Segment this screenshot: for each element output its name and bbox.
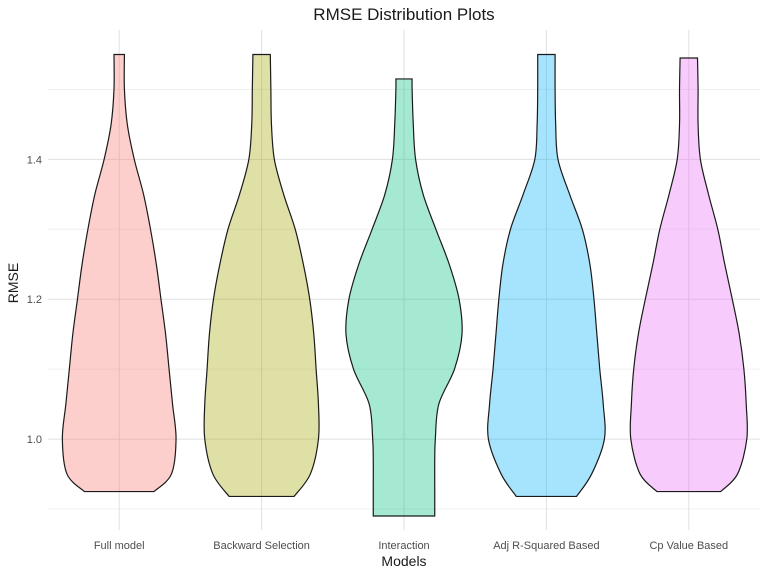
x-tick-label: Full model: [94, 540, 145, 552]
y-tick-label: 1.0: [27, 434, 42, 446]
x-tick-label: Adj R-Squared Based: [493, 540, 599, 552]
y-tick-label: 1.4: [27, 154, 42, 166]
y-axis-label: RMSE: [5, 263, 21, 303]
x-axis-label: Models: [381, 553, 426, 569]
x-tick-label: Cp Value Based: [649, 540, 728, 552]
violin-interaction: [345, 78, 463, 517]
violin-layer: [61, 53, 748, 517]
violin-adj-r-squared-based: [487, 53, 606, 498]
axis-layer: 1.0 1.2 1.4 Full model Backward Selection Int…: [27, 154, 728, 552]
grid-layer: [48, 30, 760, 530]
violin-full-model: [61, 53, 177, 493]
y-tick-label: 1.2: [27, 294, 42, 306]
x-tick-label: Interaction: [378, 540, 429, 552]
violin-cp-value-based: [629, 57, 748, 493]
x-tick-label: Backward Selection: [213, 540, 310, 552]
chart-title: RMSE Distribution Plots: [313, 5, 494, 24]
violin-backward-selection: [203, 53, 320, 498]
